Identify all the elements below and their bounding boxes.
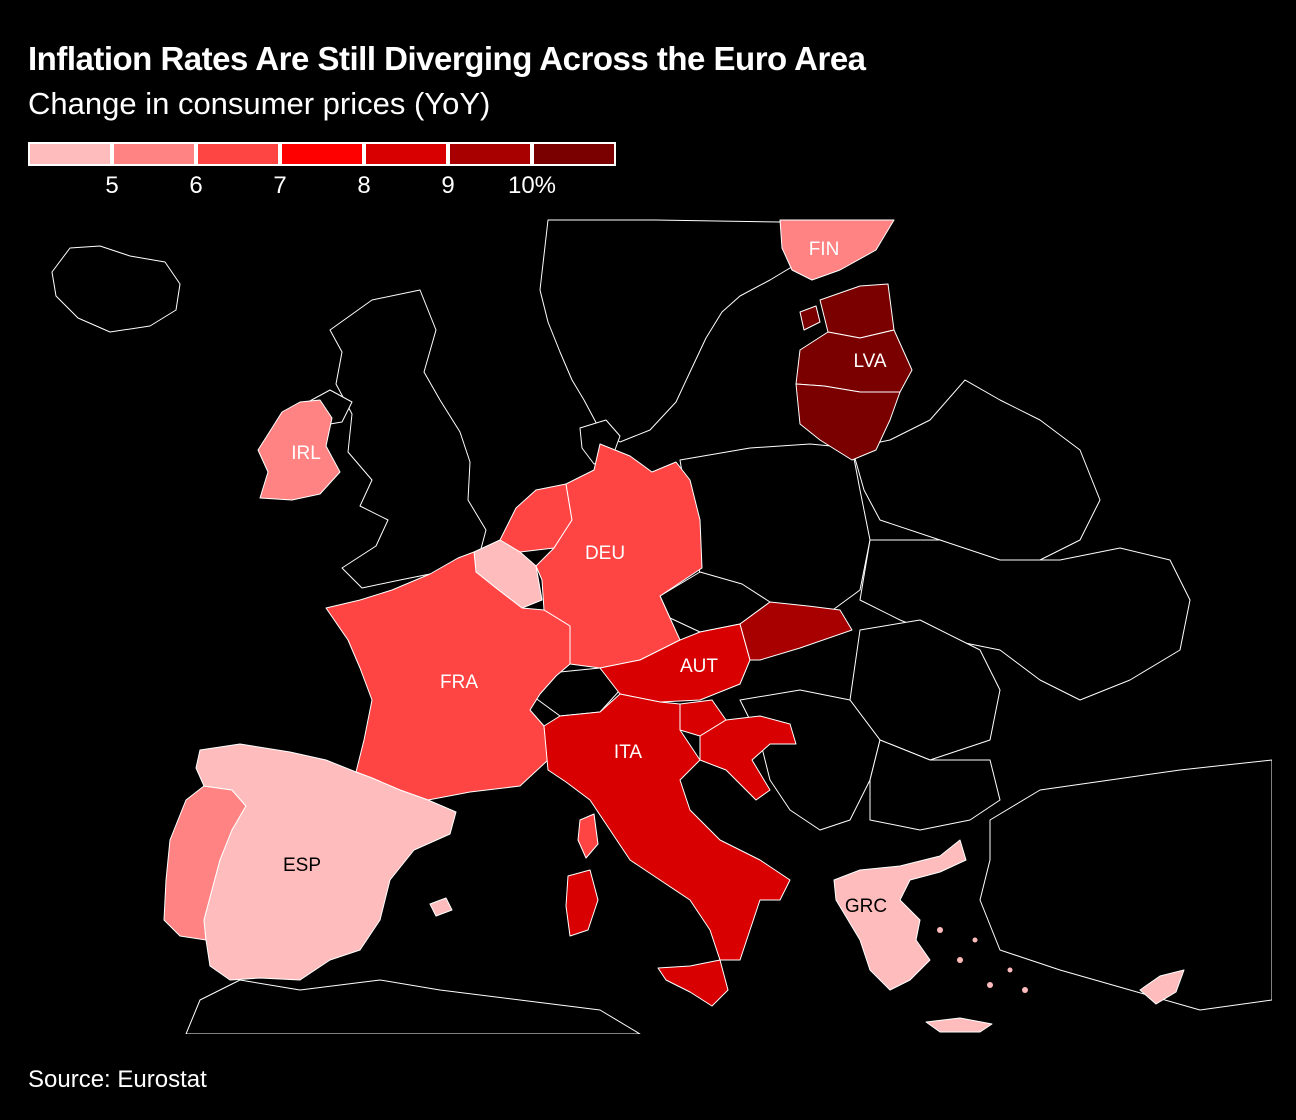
legend-tick-10: 10% xyxy=(507,172,557,199)
country-italy xyxy=(543,693,791,961)
greek-islands xyxy=(937,927,1028,993)
legend-swatch-4 xyxy=(280,142,364,166)
country-sicily xyxy=(657,959,729,1007)
country-crete xyxy=(925,1017,993,1033)
north-africa xyxy=(185,979,641,1034)
legend-swatch-3 xyxy=(196,142,280,166)
legend-tick-9: 9 xyxy=(441,172,455,199)
source-note: Source: Eurostat xyxy=(28,1066,207,1093)
chart-title: Inflation Rates Are Still Diverging Acro… xyxy=(28,40,866,77)
belarus-russia xyxy=(851,379,1101,561)
label-ita: ITA xyxy=(614,742,642,763)
color-legend xyxy=(28,142,616,166)
label-esp: ESP xyxy=(283,855,321,876)
label-fin: FIN xyxy=(809,239,840,260)
non-euro-land xyxy=(51,219,1272,1034)
legend-swatch-6 xyxy=(448,142,532,166)
chart-subtitle: Change in consumer prices (YoY) xyxy=(28,86,491,121)
iceland xyxy=(51,245,181,333)
country-estonia-islands xyxy=(799,305,821,331)
legend-tick-6: 6 xyxy=(189,172,203,199)
country-estonia xyxy=(819,283,895,339)
country-germany xyxy=(535,443,703,669)
country-corsica xyxy=(577,813,599,859)
country-finland xyxy=(779,219,895,281)
country-sardinia xyxy=(565,869,599,937)
legend-swatch-1 xyxy=(28,142,112,166)
label-fra: FRA xyxy=(440,672,478,693)
great-britain xyxy=(329,289,487,589)
label-deu: DEU xyxy=(585,543,625,564)
label-lva: LVA xyxy=(853,351,886,372)
europe-map: FIN LVA IRL DEU FRA AUT ITA ESP GRC xyxy=(51,219,1272,1034)
label-irl: IRL xyxy=(291,443,321,464)
country-balearic xyxy=(429,897,453,917)
legend-tick-8: 8 xyxy=(357,172,371,199)
country-lithuania xyxy=(795,383,901,461)
legend-tick-7: 7 xyxy=(273,172,287,199)
legend-swatch-7 xyxy=(532,142,616,166)
legend-swatch-5 xyxy=(364,142,448,166)
country-croatia xyxy=(699,715,797,801)
bulgaria xyxy=(869,739,1001,831)
scandinavia xyxy=(539,219,801,443)
country-slovakia xyxy=(739,601,853,661)
country-cyprus xyxy=(1139,969,1185,1005)
country-greece xyxy=(833,839,967,991)
turkey xyxy=(979,759,1272,1011)
country-ireland xyxy=(257,399,341,501)
label-grc: GRC xyxy=(845,896,887,917)
country-france xyxy=(325,551,571,801)
country-spain xyxy=(195,743,457,981)
label-aut: AUT xyxy=(680,656,718,677)
legend-swatch-2 xyxy=(112,142,196,166)
legend-tick-5: 5 xyxy=(105,172,119,199)
